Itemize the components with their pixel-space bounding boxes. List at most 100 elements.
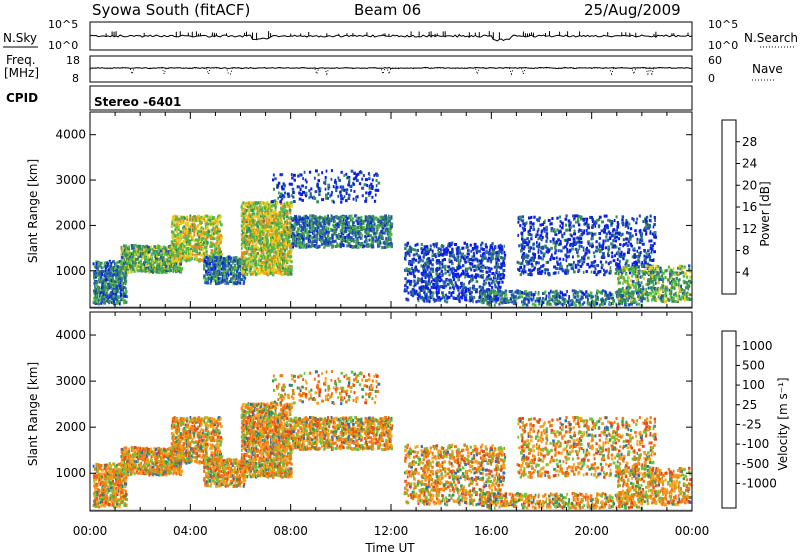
power-cell-4683 [615, 302, 618, 306]
power-cell-2433 [280, 248, 283, 252]
power-cell-1447 [216, 265, 219, 269]
power-cell-4194 [481, 257, 485, 261]
power-cell-4188 [481, 241, 484, 245]
power-cell-904 [176, 242, 179, 246]
power-cell-4751 [517, 220, 520, 224]
power-cell-4408 [498, 302, 501, 306]
power-cell-2104 [263, 228, 267, 231]
power-cell-957 [181, 219, 185, 223]
power-cell-207 [111, 279, 113, 283]
power-cell-4461 [523, 302, 526, 306]
power-cell-468 [133, 263, 136, 267]
power-cell-2299 [272, 243, 276, 247]
power-cell-3685 [416, 253, 420, 257]
power-cell-3727 [423, 272, 427, 276]
power-cell-488 [136, 265, 139, 269]
power-cell-3322 [383, 221, 387, 225]
power-cell-2962 [333, 240, 336, 243]
power-cell-200 [110, 261, 113, 265]
power-cell-3453 [310, 187, 313, 191]
power-cell-4081 [466, 252, 469, 256]
power-cell-2768 [307, 235, 309, 239]
power-cell-59 [98, 289, 101, 293]
power-cell-1329 [218, 241, 221, 245]
power-cell-2523 [283, 214, 287, 218]
power-cell-149 [106, 284, 109, 288]
power-cell-617 [153, 266, 156, 270]
power-cell-3137 [357, 222, 360, 226]
power-cell-1697 [243, 233, 245, 237]
power-cell-2544 [285, 271, 289, 275]
power-cell-2490 [282, 255, 286, 259]
power-cell-1560 [232, 276, 235, 280]
power-cell-3533 [350, 188, 353, 192]
power-cell-1325 [217, 251, 220, 255]
power-cell-566 [145, 248, 148, 252]
power-cell-2688 [296, 239, 300, 243]
power-cell-1416 [211, 267, 214, 271]
power-cell-932 [178, 234, 182, 237]
power-cell-4063 [464, 275, 466, 279]
power-cell-343 [123, 292, 126, 296]
power-cell-2983 [335, 216, 339, 220]
cpid-panel: CPID Stereo -6401 [6, 85, 693, 111]
power-cell-4637 [595, 294, 598, 298]
power-cell-1293 [214, 251, 218, 255]
power-cell-4430 [508, 299, 512, 303]
power-cell-4377 [486, 301, 489, 304]
power-cell-3601 [404, 257, 407, 261]
power-cell-4021 [459, 286, 462, 290]
power-cell-4846 [532, 227, 536, 231]
power-cell-1935 [255, 245, 258, 249]
power-cell-4393 [491, 299, 494, 303]
power-cell-3687 [418, 293, 421, 297]
power-cell-3076 [349, 238, 352, 241]
power-cell-2418 [279, 225, 282, 229]
power-cell-1673 [241, 270, 244, 274]
power-cell-3555 [359, 170, 362, 174]
power-cell-289 [118, 283, 121, 287]
power-cell-1902 [253, 249, 257, 253]
power-cell-3992 [455, 283, 457, 287]
power-cell-233 [113, 279, 116, 283]
power-cell-4240 [489, 295, 492, 299]
power-cell-3509 [339, 185, 342, 189]
power-cell-2427 [280, 265, 282, 269]
power-cell-3938 [447, 265, 451, 269]
power-cell-4289 [495, 261, 498, 265]
power-cell-1810 [249, 207, 252, 211]
power-cell-4524 [552, 300, 555, 303]
power-cell-3395 [277, 181, 281, 185]
power-cell-1522 [226, 274, 229, 278]
power-cell-252 [115, 290, 118, 294]
power-cell-4691 [618, 302, 621, 306]
power-cell-4661 [604, 293, 607, 297]
power-cell-1638 [244, 271, 247, 275]
power-cell-4018 [457, 288, 460, 292]
power-cell-112 [103, 288, 106, 292]
power-cell-4794 [523, 238, 527, 242]
power-cell-2684 [296, 231, 299, 235]
power-cell-3786 [428, 262, 431, 266]
power-cell-389 [123, 260, 126, 264]
power-cell-1002 [185, 247, 188, 251]
power-cell-720 [166, 258, 169, 262]
power-cell-3354 [387, 223, 390, 227]
power-cell-4756 [519, 224, 522, 228]
power-cell-622 [153, 247, 157, 251]
power-cell-1126 [197, 242, 201, 246]
power-cell-2669 [294, 221, 297, 224]
power-cell-2928 [327, 230, 330, 234]
power-cell-1836 [250, 254, 253, 258]
power-cell-1444 [215, 279, 219, 283]
power-cell-1670 [240, 205, 243, 209]
power-cell-487 [136, 269, 140, 273]
power-cell-2303 [272, 230, 276, 234]
power-cell-4623 [589, 296, 593, 300]
power-cell-393 [123, 249, 126, 253]
power-cell-2077 [263, 244, 266, 248]
power-cell-4100 [468, 280, 471, 283]
power-cell-4405 [495, 291, 498, 295]
power-cell-2931 [327, 214, 329, 218]
power-cell-4849 [533, 253, 537, 257]
